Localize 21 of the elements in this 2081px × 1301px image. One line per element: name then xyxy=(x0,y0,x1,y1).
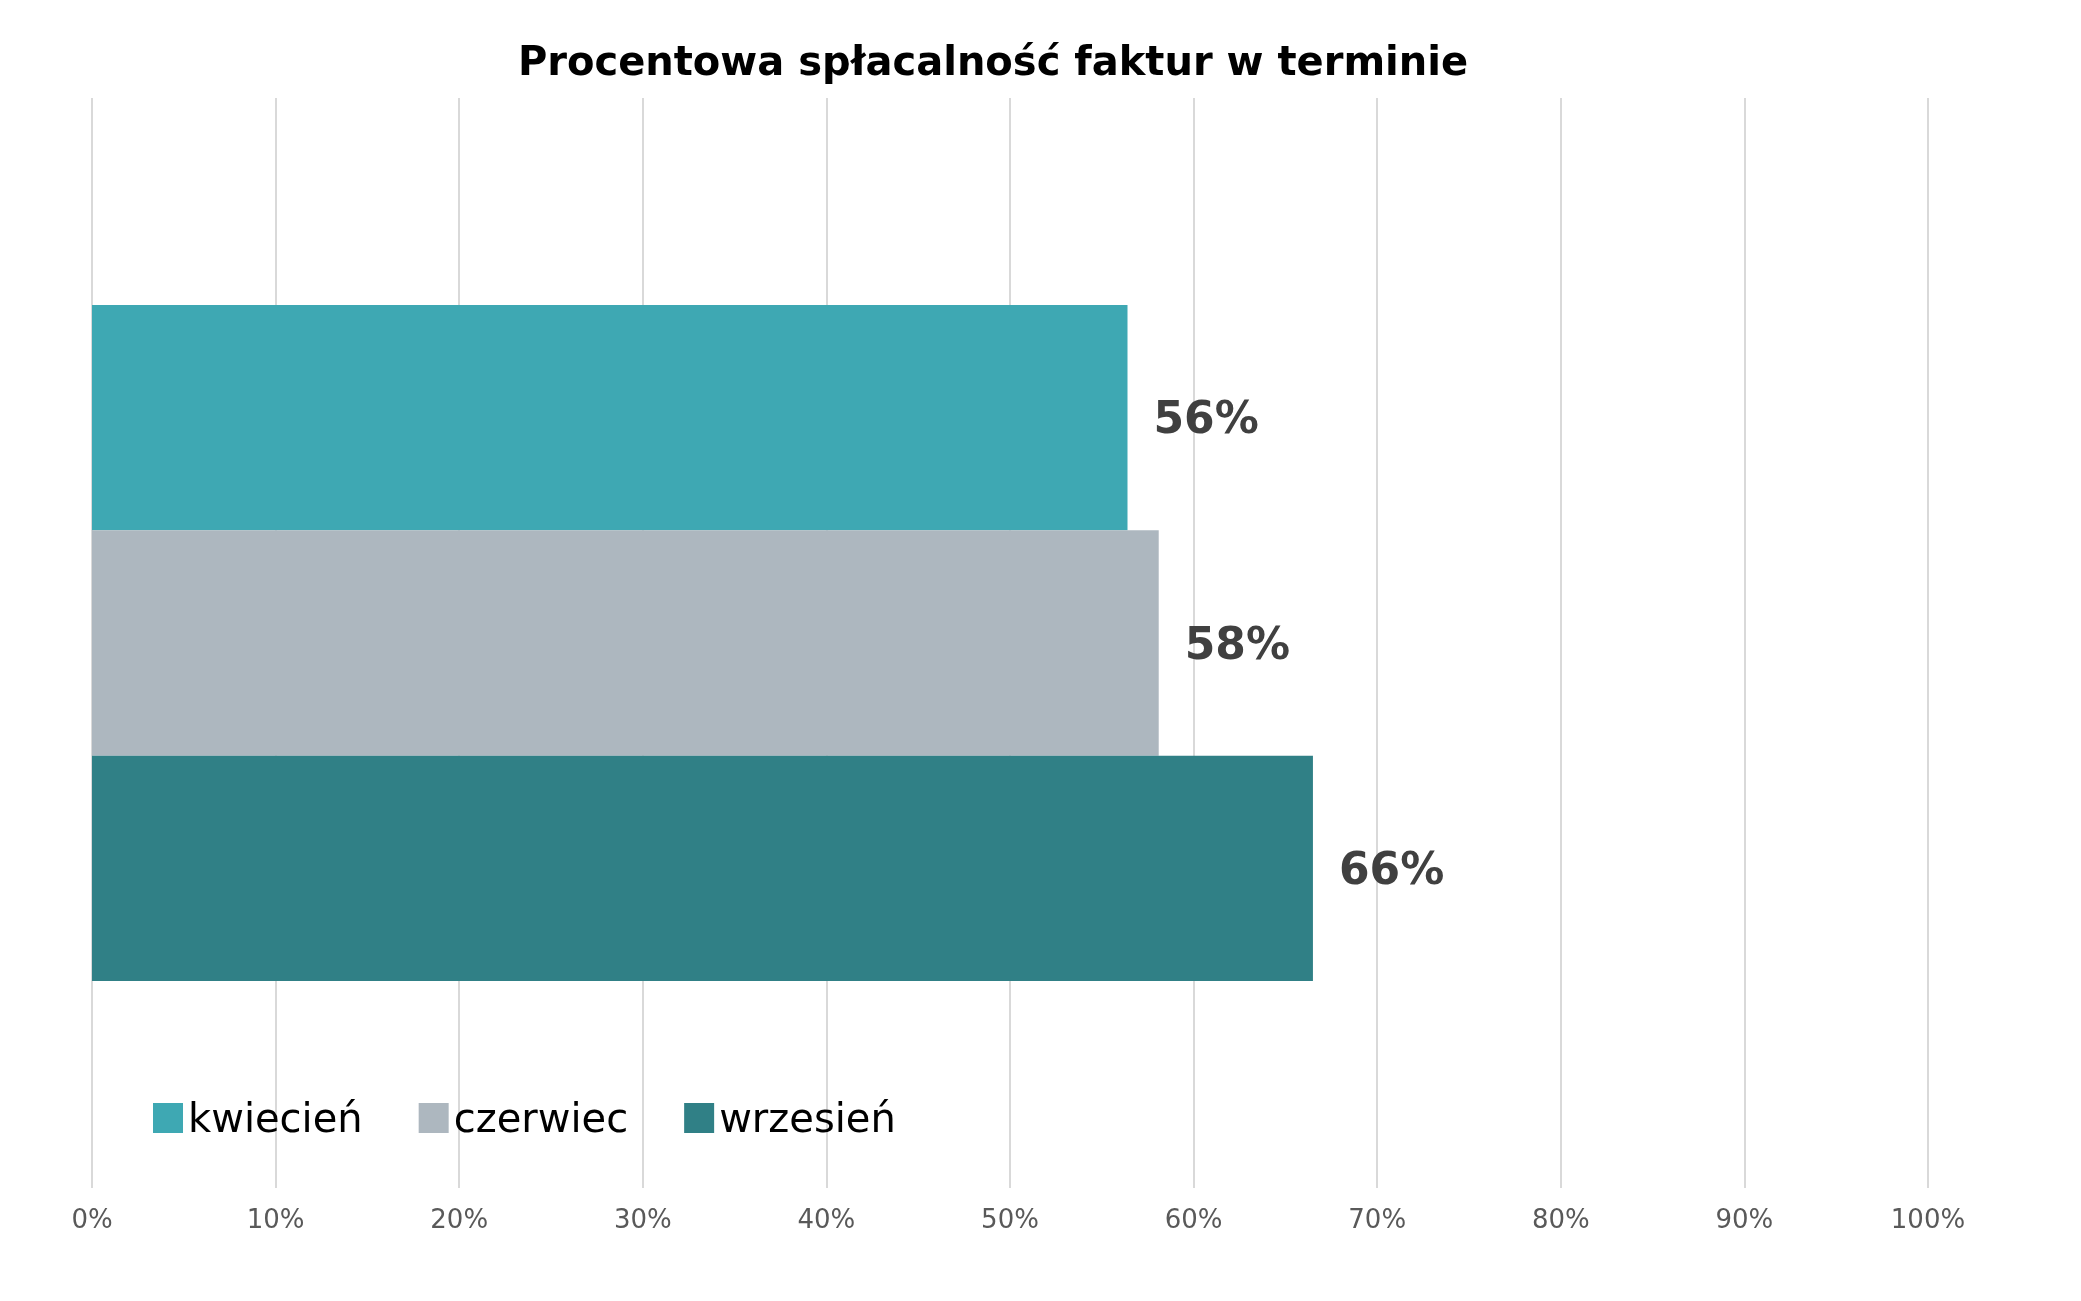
x-tick-label: 40% xyxy=(797,1204,856,1234)
x-tick-label: 70% xyxy=(1348,1204,1407,1234)
x-tick-label: 30% xyxy=(613,1204,672,1234)
bar xyxy=(92,305,1128,531)
data-label: 58% xyxy=(1184,617,1291,669)
chart-title: Procentowa spłacalność faktur w terminie xyxy=(517,38,1469,84)
bar xyxy=(92,755,1313,981)
x-tick-label: 20% xyxy=(430,1204,489,1234)
bar xyxy=(92,530,1159,756)
legend-label: czerwiec xyxy=(453,1095,629,1141)
legend-label: wrzesień xyxy=(719,1095,896,1141)
data-label: 56% xyxy=(1153,392,1259,444)
x-tick-label: 10% xyxy=(246,1204,305,1234)
data-label: 66% xyxy=(1338,842,1445,894)
x-tick-label: 90% xyxy=(1715,1204,1774,1234)
x-tick-label: 0% xyxy=(71,1204,113,1234)
x-tick-label: 100% xyxy=(1890,1204,1966,1234)
x-tick-label: 50% xyxy=(981,1204,1039,1234)
x-tick-label: 60% xyxy=(1164,1204,1223,1234)
x-tick-label: 80% xyxy=(1531,1204,1590,1234)
legend-label: kwiecień xyxy=(188,1095,363,1141)
